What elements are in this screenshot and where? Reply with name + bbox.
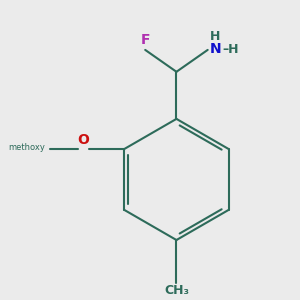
- Text: F: F: [140, 33, 150, 47]
- Text: N: N: [210, 42, 222, 56]
- Text: O: O: [78, 133, 90, 147]
- Text: CH₃: CH₃: [164, 284, 189, 297]
- Text: methoxy: methoxy: [9, 143, 46, 152]
- Text: H: H: [210, 30, 220, 43]
- Text: –H: –H: [223, 43, 239, 56]
